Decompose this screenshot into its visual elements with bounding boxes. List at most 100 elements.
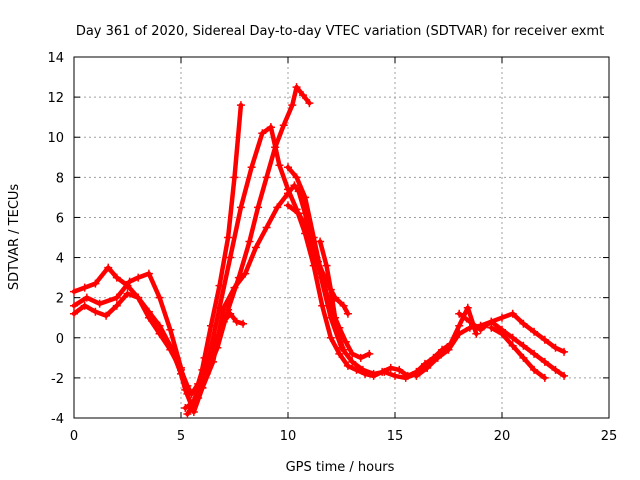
data-layer <box>70 83 569 418</box>
y-tick-label: 12 <box>47 91 64 106</box>
data-point <box>318 301 327 310</box>
data-point <box>80 283 89 292</box>
data-point <box>91 307 100 316</box>
data-point <box>361 369 370 378</box>
data-point <box>395 365 404 374</box>
data-point <box>540 335 549 344</box>
data-point <box>519 319 528 328</box>
data-point <box>455 329 464 338</box>
data-point <box>236 203 245 212</box>
data-point <box>487 323 496 332</box>
data-point <box>551 343 560 352</box>
data-point <box>70 287 78 296</box>
x-tick-label: 0 <box>70 429 78 444</box>
data-point <box>275 161 284 170</box>
axis-ticks: 0 5 10 15 20 25 -4 -2 0 2 4 6 8 10 12 14 <box>47 51 617 444</box>
data-point <box>91 279 100 288</box>
data-point <box>331 313 340 322</box>
data-point <box>465 317 474 326</box>
series-line <box>71 102 244 409</box>
x-axis-label: GPS time / hours <box>286 460 395 475</box>
data-point <box>455 309 464 318</box>
data-point <box>433 353 442 362</box>
data-point <box>339 301 348 310</box>
series-arc-8 <box>284 201 352 318</box>
data-point <box>241 269 250 278</box>
data-point <box>348 349 357 358</box>
data-point <box>326 333 335 342</box>
data-point <box>403 371 412 380</box>
data-point <box>463 303 472 312</box>
data-point <box>560 347 569 356</box>
data-point <box>104 263 113 272</box>
data-point <box>284 201 292 210</box>
data-point <box>181 403 190 412</box>
data-point <box>112 301 121 310</box>
series-arc-5 <box>183 83 314 418</box>
data-point <box>420 359 429 368</box>
series-arc-7 <box>284 163 374 362</box>
data-point <box>498 329 506 338</box>
data-point <box>226 253 235 262</box>
data-point <box>262 223 271 232</box>
series-line <box>489 325 548 381</box>
data-point <box>284 185 292 194</box>
data-point <box>155 293 164 302</box>
data-point <box>335 349 344 358</box>
data-point <box>560 371 569 380</box>
y-tick-label: 4 <box>56 252 64 267</box>
data-point <box>254 203 263 212</box>
series-arc-12 <box>487 323 549 382</box>
data-point <box>313 257 322 266</box>
data-point <box>144 307 153 316</box>
data-point <box>305 99 314 108</box>
y-tick-label: 8 <box>56 171 64 186</box>
x-tick-label: 5 <box>177 429 185 444</box>
data-point <box>292 83 301 92</box>
data-point <box>476 325 485 334</box>
data-point <box>95 299 104 308</box>
data-point <box>194 393 203 402</box>
data-point <box>343 309 352 318</box>
y-axis-label: SDTVAR / TECUs <box>7 184 22 291</box>
data-point <box>540 357 549 366</box>
data-point <box>519 341 528 350</box>
series-arc-11 <box>455 309 569 356</box>
y-tick-label: 10 <box>47 131 64 146</box>
data-point <box>144 269 153 278</box>
data-point <box>80 301 89 310</box>
data-point <box>134 273 143 282</box>
data-point <box>352 365 361 374</box>
data-point <box>530 327 539 336</box>
x-tick-label: 20 <box>494 429 511 444</box>
chart-title: Day 361 of 2020, Sidereal Day-to-day VTE… <box>76 24 604 39</box>
data-point <box>288 101 297 110</box>
data-point <box>290 181 299 190</box>
data-point <box>540 373 549 382</box>
data-point <box>70 301 78 310</box>
y-tick-label: 2 <box>56 292 64 307</box>
data-point <box>82 293 91 302</box>
series-line <box>414 319 567 379</box>
data-point <box>335 333 344 342</box>
data-point <box>224 233 233 242</box>
data-point <box>305 229 314 238</box>
data-point <box>339 345 348 354</box>
data-point <box>356 353 365 362</box>
data-point <box>530 349 539 358</box>
data-point <box>294 209 303 218</box>
data-point <box>234 273 243 282</box>
data-point <box>298 91 307 100</box>
data-point <box>247 163 256 172</box>
data-point <box>123 289 132 298</box>
data-point <box>125 277 134 286</box>
data-point <box>343 361 352 370</box>
data-point <box>378 367 387 376</box>
data-point <box>230 173 239 182</box>
y-tick-label: 14 <box>47 51 64 66</box>
data-point <box>322 261 331 270</box>
data-point <box>309 261 318 270</box>
data-point <box>224 305 233 314</box>
data-point <box>232 317 241 326</box>
